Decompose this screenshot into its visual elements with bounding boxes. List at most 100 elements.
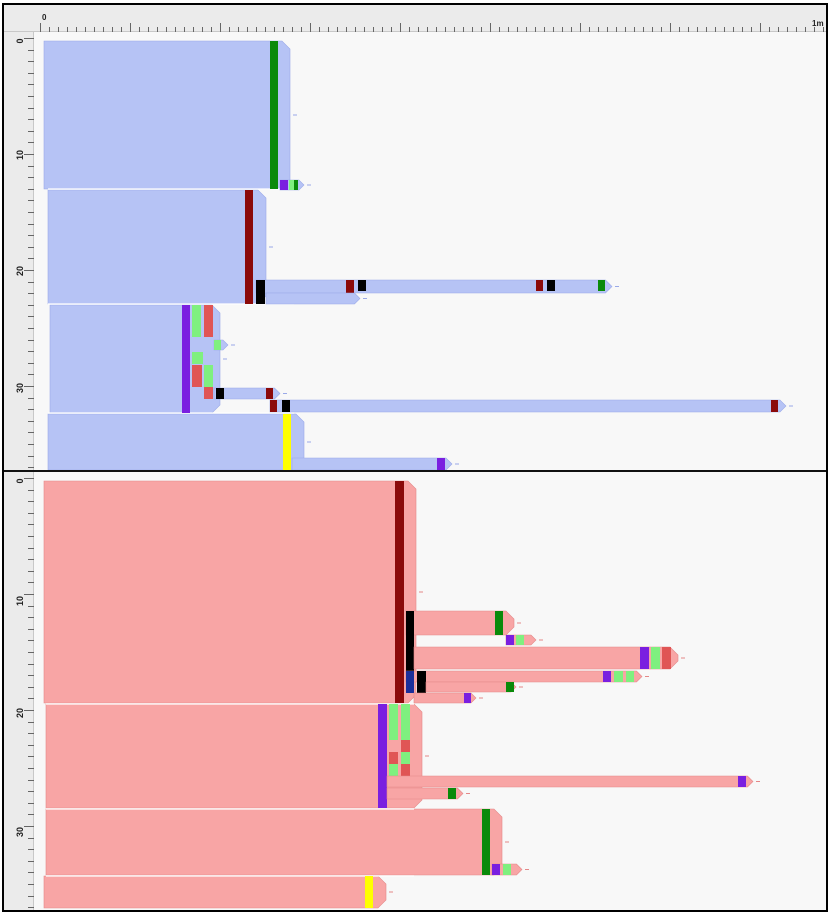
panel-divider[interactable] <box>4 470 826 472</box>
depth-tick <box>28 119 34 120</box>
stack-marker <box>651 647 660 658</box>
depth-tick <box>28 617 34 618</box>
ruler-tick <box>121 27 122 32</box>
stack-marker <box>406 671 414 693</box>
flame-frame <box>47 189 267 305</box>
ruler-tick <box>607 27 608 32</box>
stack-marker <box>389 704 398 740</box>
ruler-tick <box>94 27 95 32</box>
ruler-tick <box>130 23 131 32</box>
flame-frame <box>255 279 613 294</box>
ruler-tick <box>598 27 599 32</box>
stack-marker <box>204 305 213 337</box>
depth-tick <box>28 200 34 201</box>
ruler-tick <box>661 27 662 32</box>
stack-marker <box>192 352 203 364</box>
depth-tick <box>28 780 34 781</box>
ruler-tick <box>814 27 815 32</box>
depth-tick <box>28 282 34 283</box>
bottom-flame-svg <box>43 480 760 909</box>
stack-marker <box>270 41 278 189</box>
flame-frame <box>425 681 517 693</box>
ruler-tick <box>760 23 761 32</box>
depth-tick <box>28 258 34 259</box>
ruler-tick <box>76 27 77 32</box>
stack-marker <box>417 671 426 693</box>
ruler-tick <box>715 27 716 32</box>
stack-marker <box>437 458 445 470</box>
ruler-tick <box>193 27 194 32</box>
depth-tick <box>28 73 34 74</box>
stack-marker <box>280 180 288 190</box>
ruler-tick <box>346 27 347 32</box>
ruler-tick <box>634 27 635 32</box>
depth-tick <box>28 629 34 630</box>
depth-tick <box>28 640 34 641</box>
ruler-tick <box>697 27 698 32</box>
ruler-tick <box>274 27 275 32</box>
depth-tick <box>28 838 34 839</box>
depth-tick <box>28 456 34 457</box>
ruler-tick <box>238 27 239 32</box>
ruler-tick <box>724 27 725 32</box>
ruler-tick <box>490 23 491 32</box>
top-axis-label-20: 20 <box>15 266 25 277</box>
depth-tick <box>28 687 34 688</box>
depth-tick <box>28 849 34 850</box>
ruler-tick <box>706 27 707 32</box>
flame-frame <box>43 40 291 190</box>
depth-tick <box>28 745 34 746</box>
depth-tick <box>28 166 34 167</box>
depth-tick <box>28 177 34 178</box>
ruler-tick <box>103 27 104 32</box>
stack-marker <box>603 671 611 682</box>
ruler-tick <box>625 27 626 32</box>
stack-marker <box>192 365 202 387</box>
depth-tick <box>28 409 34 410</box>
depth-tick <box>28 50 34 51</box>
stack-marker <box>389 752 398 764</box>
stack-marker <box>270 400 277 412</box>
ruler-tick <box>220 23 221 32</box>
ruler-tick <box>580 23 581 32</box>
flame-frame <box>413 692 477 704</box>
stack-marker <box>182 305 190 413</box>
depth-tick <box>28 768 34 769</box>
ruler-tick <box>40 23 41 32</box>
depth-tick <box>28 896 34 897</box>
depth-tick <box>28 398 34 399</box>
stack-marker <box>662 647 671 658</box>
stack-marker <box>506 682 514 692</box>
stack-marker <box>401 752 410 764</box>
ruler-tick <box>778 27 779 32</box>
depth-tick <box>28 351 34 352</box>
stack-marker <box>640 647 649 669</box>
ruler-tick <box>787 27 788 32</box>
depth-tick <box>28 293 34 294</box>
ruler-tick <box>202 27 203 32</box>
ruler-tick <box>409 27 410 32</box>
depth-tick <box>28 189 34 190</box>
ruler-tick <box>292 27 293 32</box>
ruler-tick <box>499 27 500 32</box>
bottom-depth-ruler: 0 10 20 30 <box>4 472 34 910</box>
stack-marker <box>406 611 414 671</box>
ruler-tick <box>427 27 428 32</box>
top-flame-panel[interactable]: 0 10 20 30 <box>4 32 826 470</box>
depth-tick <box>28 328 34 329</box>
depth-tick <box>28 559 34 560</box>
depth-tick <box>28 467 34 468</box>
stack-marker <box>256 280 265 304</box>
flame-frame <box>43 480 417 704</box>
depth-tick <box>28 501 34 502</box>
ruler-tick <box>157 27 158 32</box>
ruler-tick <box>454 27 455 32</box>
depth-tick <box>24 594 34 595</box>
ruler-tick <box>373 27 374 32</box>
ruler-tick <box>751 27 752 32</box>
stack-marker <box>401 740 410 752</box>
ruler-tick <box>481 27 482 32</box>
ruler-tick <box>805 27 806 32</box>
depth-tick <box>28 490 34 491</box>
bottom-flame-panel[interactable]: 0 10 20 30 <box>4 472 826 910</box>
